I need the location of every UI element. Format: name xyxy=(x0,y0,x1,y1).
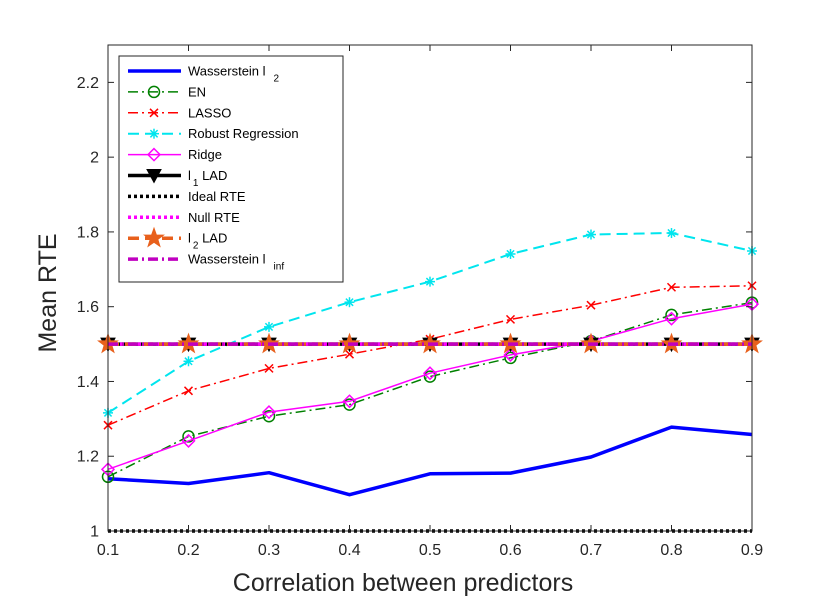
legend-swatch-marker xyxy=(146,147,162,162)
y-tick-label: 2 xyxy=(90,150,99,167)
legend-label-subscript: inf xyxy=(274,262,285,273)
x-tick-label: 0.3 xyxy=(258,542,280,559)
series-2-point xyxy=(264,363,274,373)
legend-swatch-marker xyxy=(143,226,165,248)
y-tick-label: 1 xyxy=(90,524,99,541)
x-tick-label: 0.7 xyxy=(580,542,602,559)
x-tick-label: 0.8 xyxy=(660,542,682,559)
series-4-point xyxy=(342,394,357,409)
series-2-point xyxy=(505,314,516,324)
series-2-point-stroke-b xyxy=(586,300,596,310)
legend-entry: Ideal RTE xyxy=(128,189,246,204)
series-2-point xyxy=(586,300,596,310)
tick-layer: 0.1 0.2 0.3 0.4 0.5 0.6 0.7 0.8 0.9 1 1.2 1.4 1.6 1.8… xyxy=(77,45,763,559)
series-3-point xyxy=(425,276,435,287)
series-1-point xyxy=(182,430,195,443)
series-3-point-stroke-d xyxy=(345,298,354,307)
legend-label-subscript: 2 xyxy=(193,241,199,252)
y-tick-label: 1.8 xyxy=(77,224,99,241)
series-4-point xyxy=(664,311,679,326)
x-tick-label: 0.5 xyxy=(419,542,441,559)
legend-label-subscript: 2 xyxy=(274,74,280,85)
series-3-point-stroke-d xyxy=(506,249,515,259)
series-3-point xyxy=(183,356,194,367)
series-4 xyxy=(100,297,760,477)
legend-label-suffix: LAD xyxy=(198,231,227,246)
series-3-point-stroke-d xyxy=(586,230,596,239)
legend-label: Null RTE xyxy=(188,210,240,225)
series-3-point-stroke-d xyxy=(264,322,274,332)
legend-entry: Robust Regression xyxy=(128,126,299,141)
series-4-point xyxy=(422,366,438,381)
legend-swatch-marker xyxy=(149,108,159,118)
series-3-point-stroke-d xyxy=(425,277,435,286)
legend-entry: LASSO xyxy=(128,105,231,120)
series-1-point xyxy=(504,351,517,365)
series-2-point-stroke-b xyxy=(264,363,274,373)
series-2-point xyxy=(183,386,194,396)
legend-label-subscript: 1 xyxy=(193,178,199,189)
series-line-1 xyxy=(107,301,753,478)
legend-entry: Ridge xyxy=(128,147,222,162)
y-axis-title: Mean RTE xyxy=(34,233,62,352)
x-tick-label: 0.4 xyxy=(338,542,360,559)
series-2-point xyxy=(344,349,355,359)
legend-label: EN xyxy=(188,84,206,99)
legend-label-suffix: LAD xyxy=(198,168,227,183)
y-tick-label: 2.2 xyxy=(77,75,99,92)
series-3-point-stroke-d xyxy=(667,228,676,238)
series-1-point xyxy=(665,308,678,322)
series-3-point xyxy=(344,297,355,308)
legend-swatch-marker-stroke-b xyxy=(149,108,159,118)
series-3-point xyxy=(586,229,596,240)
series-line-0 xyxy=(107,425,753,497)
series-3-point xyxy=(666,228,677,239)
y-tick-label: 1.2 xyxy=(77,449,99,466)
series-2-point-stroke-b xyxy=(183,386,194,396)
legend-swatch-marker xyxy=(147,85,161,99)
x-tick-label: 0.2 xyxy=(177,542,199,559)
series-1-point xyxy=(262,409,276,423)
series-line-4 xyxy=(107,303,753,471)
series-3-point xyxy=(264,321,274,332)
x-tick-label: 0.1 xyxy=(97,542,119,559)
series-1-point xyxy=(423,370,437,383)
series-2-point-stroke-b xyxy=(344,349,355,359)
y-tick-label: 1.4 xyxy=(77,374,99,391)
legend-swatch-marker-stroke-d xyxy=(149,129,159,138)
series-0 xyxy=(107,425,753,497)
legend-swatch-marker xyxy=(149,128,159,139)
y-tick-label: 1.6 xyxy=(77,299,99,316)
series-2-point xyxy=(666,282,677,292)
series-1-point xyxy=(343,398,356,411)
x-axis-title: Correlation between predictors xyxy=(233,569,573,597)
series-2-point-stroke-b xyxy=(505,314,516,324)
series-4-point xyxy=(181,433,196,448)
series-3-point-stroke-d xyxy=(184,357,193,366)
legend-swatch-marker xyxy=(146,169,162,184)
legend-label: Robust Regression xyxy=(188,126,299,141)
legend-entry: Null RTE xyxy=(128,210,240,225)
legend-entry: EN xyxy=(128,84,206,99)
x-tick-label: 0.9 xyxy=(741,542,763,559)
x-tick-label: 0.6 xyxy=(499,542,521,559)
legend-label: LASSO xyxy=(188,105,231,120)
legend-label: Ridge xyxy=(188,147,222,162)
legend-label: Ideal RTE xyxy=(188,189,246,204)
series-2-point-stroke-b xyxy=(666,282,677,292)
series-4-point xyxy=(261,405,277,420)
series-4-point xyxy=(503,347,518,362)
series-3-point xyxy=(505,248,516,259)
